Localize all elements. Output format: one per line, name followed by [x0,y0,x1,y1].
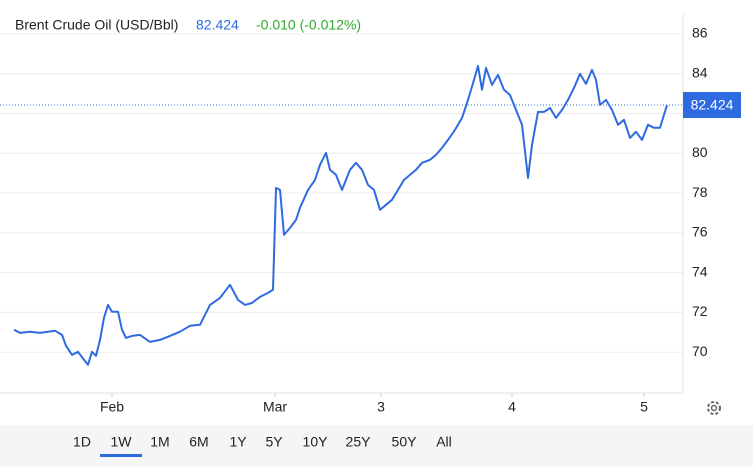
range-button[interactable]: 6M [189,434,208,450]
x-tick-label: 4 [508,399,516,415]
last-price-box [683,92,741,119]
range-label: 1M [150,434,169,450]
x-tick-label: Feb [100,399,124,415]
x-tick-label: 3 [377,399,385,415]
range-button[interactable]: 50Y [392,434,418,450]
range-label: 25Y [346,434,372,450]
range-selected [100,454,142,457]
range-button[interactable]: 1D [73,434,91,450]
range-button[interactable]: 10Y [303,434,329,450]
x-tick-label: Mar [263,399,287,415]
range-button[interactable]: 5Y [265,434,283,450]
range-label: 50Y [392,434,418,450]
chart-title: Brent Crude Oil (USD/Bbl) [15,17,178,33]
header-price: 82.424 [196,17,239,33]
range-button[interactable]: 1M [150,434,169,450]
range-label: 1W [111,434,133,450]
range-bar [0,425,753,467]
range-button[interactable]: 1Y [229,434,247,450]
last-price-label: 82.424 [691,97,734,113]
range-button[interactable]: All [436,434,452,450]
y-tick-label: 74 [692,263,708,279]
range-label: 1Y [229,434,247,450]
range-label: All [436,434,452,450]
range-button[interactable]: 1W [100,434,142,457]
y-tick-label: 86 [692,25,708,41]
range-button[interactable]: 25Y [346,434,372,450]
y-tick-label: 70 [692,343,708,359]
y-tick-label: 76 [692,224,708,240]
y-tick-label: 72 [692,303,708,319]
range-label: 5Y [265,434,283,450]
range-label: 1D [73,434,91,450]
x-tick-label: 5 [640,399,648,415]
range-label: 6M [189,434,208,450]
range-label: 10Y [303,434,329,450]
settings-icon[interactable] [707,401,721,415]
price-change: -0.010 (-0.012%) [256,17,361,33]
y-tick-label: 84 [692,64,708,80]
y-tick-label: 78 [692,184,708,200]
y-tick-label: 80 [692,144,708,160]
price-line [13,64,668,366]
